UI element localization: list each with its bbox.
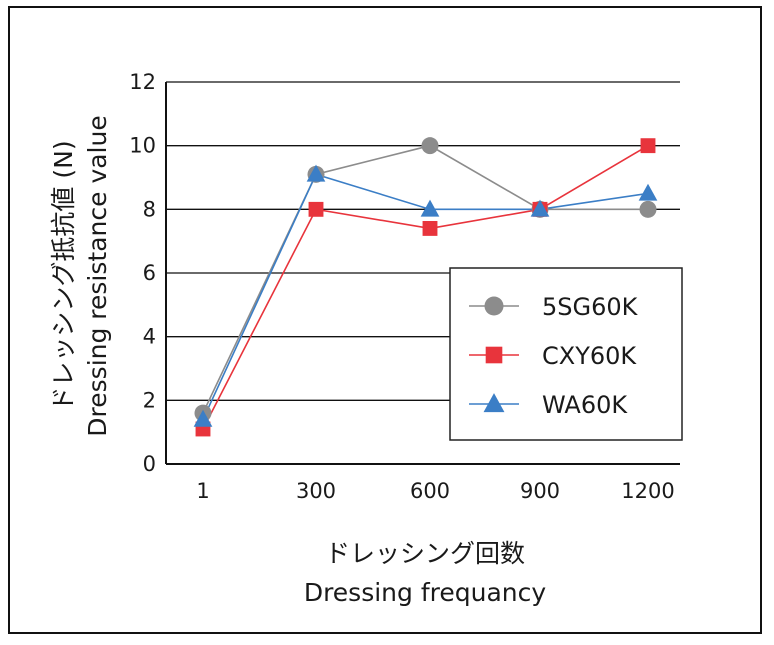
data-point-WA60K — [530, 199, 550, 217]
data-point-CXY60K — [640, 138, 656, 154]
y-tick-label: 4 — [143, 325, 156, 349]
x-tick-label: 300 — [296, 479, 336, 503]
y-tick-label: 8 — [143, 197, 156, 221]
x-tick-label: 1200 — [621, 479, 674, 503]
y-axis-label-en: Dressing resistance value — [83, 115, 112, 436]
data-point-WA60K — [420, 199, 440, 217]
axes — [165, 82, 680, 465]
data-point-WA60K — [638, 183, 658, 201]
data-point-CXY60K — [308, 201, 324, 217]
y-axis-label-jp: ドレッシング抵抗値 (N) — [49, 140, 78, 411]
legend-marker-WA60K — [483, 393, 505, 413]
y-tick-label: 12 — [129, 70, 156, 94]
data-point-5SG60K — [639, 200, 657, 218]
series-markers — [193, 137, 658, 437]
legend-marker-5SG60K — [484, 296, 504, 316]
legend-label: 5SG60K — [542, 293, 639, 321]
y-tick-label: 2 — [143, 388, 156, 412]
x-tick-label: 900 — [520, 479, 560, 503]
data-point-WA60K — [193, 409, 213, 427]
y-tick-label: 6 — [143, 261, 156, 285]
legend-marker-CXY60K — [485, 346, 503, 364]
data-point-WA60K — [306, 164, 326, 182]
y-tick-label: 10 — [129, 134, 156, 158]
legend: 5SG60K CXY60K WA60K — [449, 267, 683, 441]
y-tick-label: 0 — [143, 452, 156, 476]
x-axis-label-jp: ドレッシング回数 — [325, 539, 525, 568]
x-axis-label-en: Dressing frequancy — [304, 578, 547, 607]
x-tick-label: 600 — [410, 479, 450, 503]
legend-label: CXY60K — [542, 342, 637, 370]
tick-labels: 0 2 4 6 8 10 12 1 300 600 900 1200 — [129, 70, 674, 503]
x-tick-label: 1 — [196, 479, 209, 503]
data-point-5SG60K — [421, 137, 439, 155]
legend-label: WA60K — [542, 391, 628, 419]
data-point-CXY60K — [422, 220, 438, 236]
